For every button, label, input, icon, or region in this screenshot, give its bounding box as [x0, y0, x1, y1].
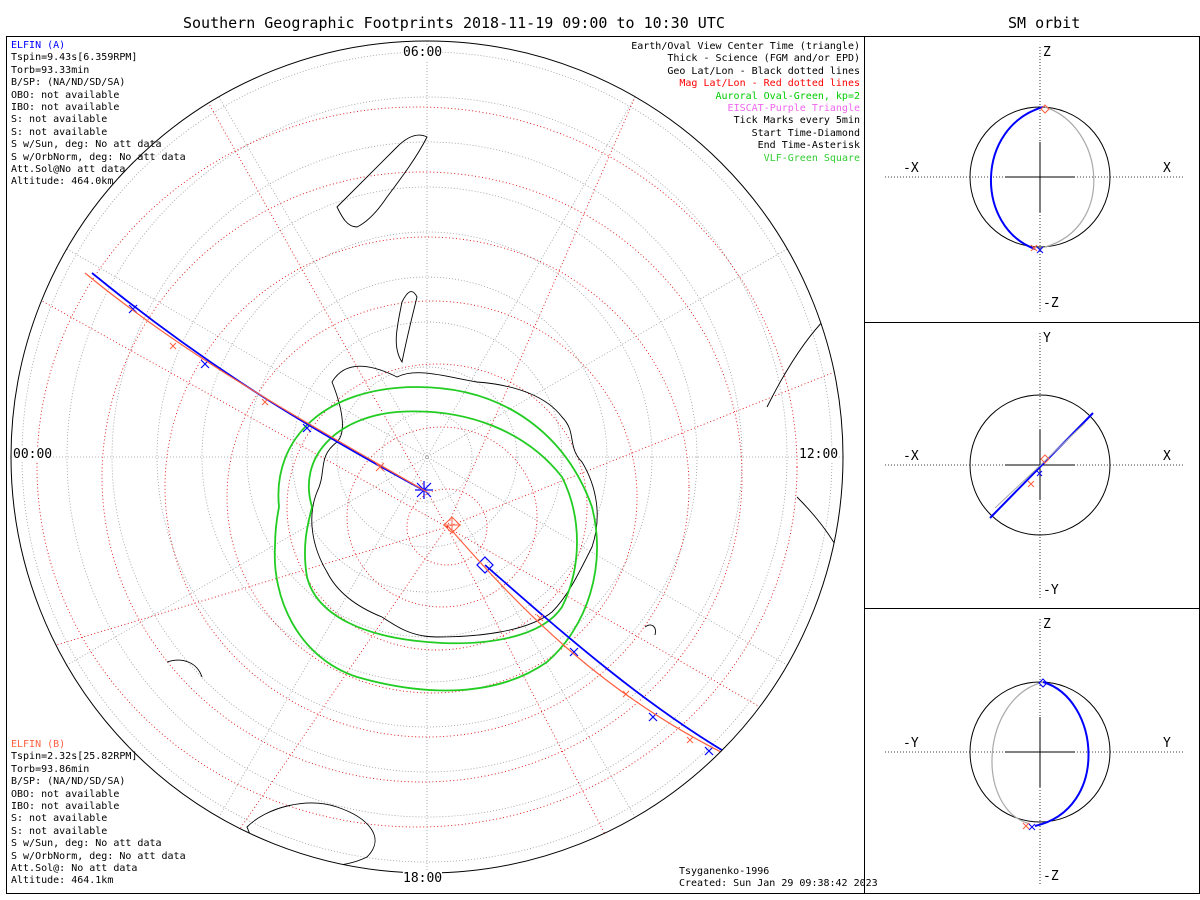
legend-item: Start Time-Diamond	[751, 127, 860, 139]
sm-panel-xz: -X X Z -Z	[865, 36, 1200, 323]
hour-label-right: 12:00	[799, 447, 839, 462]
elfin-a-line: S: not available	[11, 114, 108, 126]
sm-panel-yz: -Y Y Z -Z	[865, 609, 1200, 894]
sm-orbit-panels: -X X Z -Z -X X Y -Y -Y Y Z	[865, 36, 1200, 894]
legend-item: VLF-Green Square	[763, 152, 860, 164]
elfin-a-line: OBO: not available	[11, 89, 120, 101]
elfin-a-line: Altitude: 464.0km	[11, 176, 114, 188]
legend-item: Tick Marks every 5min	[733, 115, 860, 127]
elfin-b-line: Tspin=2.32s[25.82RPM]	[11, 751, 138, 763]
sm3-top-label: Z	[1043, 617, 1051, 632]
sm3-bottom-label: -Z	[1043, 869, 1059, 884]
elfin-b-line: Att.Sol@: No att data	[11, 863, 138, 875]
sm2-bottom-label: -Y	[1043, 583, 1059, 598]
sm-panel-xy: -X X Y -Y	[865, 323, 1200, 609]
legend-item: Thick - Science (FGM and/or EPD)	[667, 53, 860, 65]
sm3-right-label: Y	[1163, 736, 1171, 751]
sm-orbit-title: SM orbit	[1008, 14, 1081, 32]
elfin-b-line: B/SP: (NA/ND/SD/SA)	[11, 776, 126, 788]
sm1-bottom-label: -Z	[1043, 296, 1059, 311]
footprint-map-panel: 06:00 00:00 12:00 18:00 ELFIN (A) Tspin=9…	[6, 36, 878, 894]
legend-item: Auroral Oval-Green, kp=2	[715, 90, 861, 102]
elfin-a-line: Tspin=9.43s[6.359RPM]	[11, 52, 138, 64]
model-label: Tsyganenko-1996	[679, 866, 770, 877]
elfin-a-line: S w/Sun, deg: No att data	[11, 139, 162, 151]
sm2-top-label: Y	[1043, 331, 1051, 346]
elfin-a-line: S w/OrbNorm, deg: No att data	[11, 151, 186, 163]
coastlines	[166, 134, 843, 867]
elfin-b-line: S: not available	[11, 813, 108, 825]
hour-label-bottom: 18:00	[403, 871, 443, 886]
elfin-b-line: ELFIN (B)	[11, 739, 66, 750]
elfin-b-line: OBO: not available	[11, 788, 120, 800]
sm1-left-label: -X	[903, 161, 919, 176]
sm1-right-label: X	[1163, 161, 1171, 176]
legend-item: Geo Lat/Lon - Black dotted lines	[667, 65, 860, 77]
created-label: Created: Sun Jan 29 09:38:42 2023	[679, 878, 878, 889]
sm2-right-label: X	[1163, 449, 1171, 464]
mag-latlon-grid	[16, 46, 843, 873]
elfin-a-info: ELFIN (A) Tspin=9.43s[6.359RPM] Torb=93.33…	[11, 40, 186, 189]
legend-item: Mag Lat/Lon - Red dotted lines	[679, 78, 860, 90]
hour-label-top: 06:00	[403, 45, 443, 60]
elfin-a-line: IBO: not available	[11, 102, 120, 114]
elfin-a-line: Att.Sol@No att data	[11, 164, 126, 176]
elfin-a-line: S: not available	[11, 126, 108, 138]
legend: Earth/Oval View Center Time (triangle) Th…	[631, 41, 860, 165]
elfin-b-line: Torb=93.86min	[11, 763, 90, 775]
legend-item: End Time-Asterisk	[757, 140, 860, 152]
map-title: Southern Geographic Footprints 2018-11-1…	[183, 14, 725, 32]
footprint-map	[10, 40, 844, 874]
elfin-b-info: ELFIN (B) Tspin=2.32s[25.82RPM] Torb=93.86…	[11, 739, 186, 888]
auroral-oval	[273, 386, 598, 692]
hour-label-left: 00:00	[13, 447, 53, 462]
elfin-a-line: Torb=93.33min	[11, 64, 90, 76]
elfin-b-line: Altitude: 464.1km	[11, 875, 114, 887]
sm3-left-label: -Y	[903, 736, 919, 751]
elfin-b-track	[84, 272, 736, 760]
elfin-a-line: ELFIN (A)	[11, 40, 66, 51]
elfin-b-line: IBO: not available	[11, 801, 120, 813]
elfin-b-line: S: not available	[11, 825, 108, 837]
legend-item: EISCAT-Purple Triangle	[727, 103, 860, 115]
elfin-b-line: S w/Sun, deg: No att data	[11, 838, 162, 850]
sm1-top-label: Z	[1043, 45, 1051, 60]
legend-item: Earth/Oval View Center Time (triangle)	[631, 41, 860, 52]
sm2-left-label: -X	[903, 449, 919, 464]
elfin-b-line: S w/OrbNorm, deg: No att data	[11, 850, 186, 862]
elfin-a-line: B/SP: (NA/ND/SD/SA)	[11, 77, 126, 89]
